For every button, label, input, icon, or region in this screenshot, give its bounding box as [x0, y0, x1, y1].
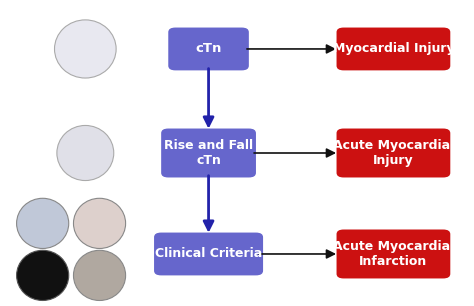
Ellipse shape — [73, 198, 126, 248]
FancyBboxPatch shape — [154, 233, 263, 275]
Text: Acute Myocardial
Infarction: Acute Myocardial Infarction — [333, 240, 454, 268]
FancyBboxPatch shape — [337, 129, 450, 177]
Ellipse shape — [17, 250, 69, 300]
Text: cTn: cTn — [195, 43, 222, 55]
Text: Myocardial Injury: Myocardial Injury — [333, 43, 454, 55]
FancyBboxPatch shape — [168, 28, 249, 70]
Text: Clinical Criteria: Clinical Criteria — [155, 248, 262, 260]
FancyBboxPatch shape — [337, 28, 450, 70]
Ellipse shape — [57, 125, 114, 181]
FancyBboxPatch shape — [337, 230, 450, 278]
Ellipse shape — [17, 198, 69, 248]
FancyBboxPatch shape — [161, 129, 256, 177]
Ellipse shape — [55, 20, 116, 78]
Text: Rise and Fall
cTn: Rise and Fall cTn — [164, 139, 253, 167]
Text: Acute Myocardial
Injury: Acute Myocardial Injury — [333, 139, 454, 167]
Ellipse shape — [73, 250, 126, 300]
